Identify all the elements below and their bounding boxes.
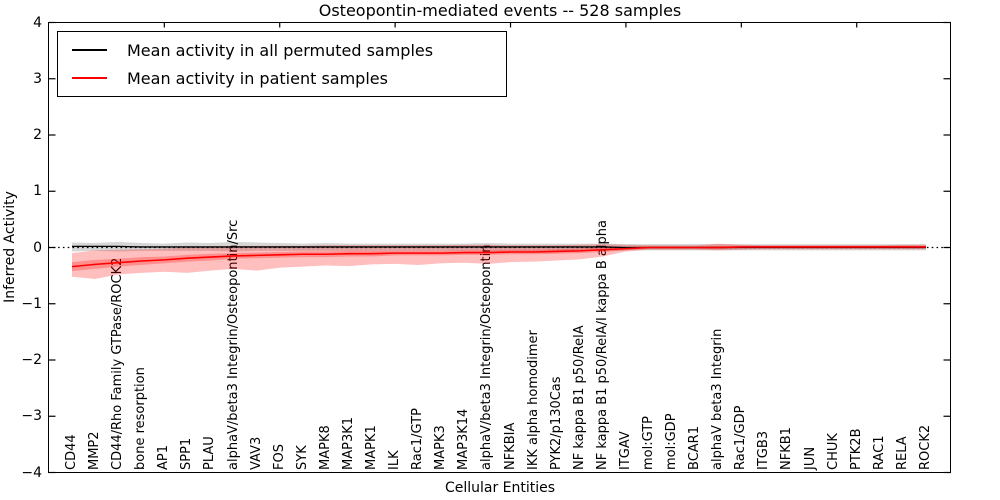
legend: Mean activity in all permuted samples Me… (57, 31, 507, 97)
patient-band-inner (72, 245, 926, 272)
legend-label: Mean activity in patient samples (127, 68, 388, 88)
y-tick-label: 4 (33, 14, 42, 31)
legend-entry-patient: Mean activity in patient samples (58, 64, 506, 92)
legend-entry-permuted: Mean activity in all permuted samples (58, 36, 506, 64)
y-tick-label: −2 (21, 352, 42, 368)
legend-line-sample-black (72, 49, 107, 51)
legend-line-sample-red (72, 77, 107, 79)
y-tick-label: −4 (21, 464, 42, 481)
patient-band-outer (72, 243, 926, 279)
y-tick-label: 2 (33, 127, 42, 143)
x-axis-label: Cellular Entities (444, 480, 556, 496)
y-tick-label: −3 (21, 408, 42, 425)
y-tick-label: 0 (33, 239, 42, 256)
patient-mean-line (71, 246, 926, 268)
legend-label: Mean activity in all permuted samples (127, 40, 434, 60)
y-tick-label: −1 (21, 295, 42, 312)
y-tick-label: 1 (33, 183, 42, 200)
y-tick-label: 3 (33, 70, 42, 87)
chart-title: Osteopontin-mediated events -- 528 sampl… (318, 1, 682, 20)
